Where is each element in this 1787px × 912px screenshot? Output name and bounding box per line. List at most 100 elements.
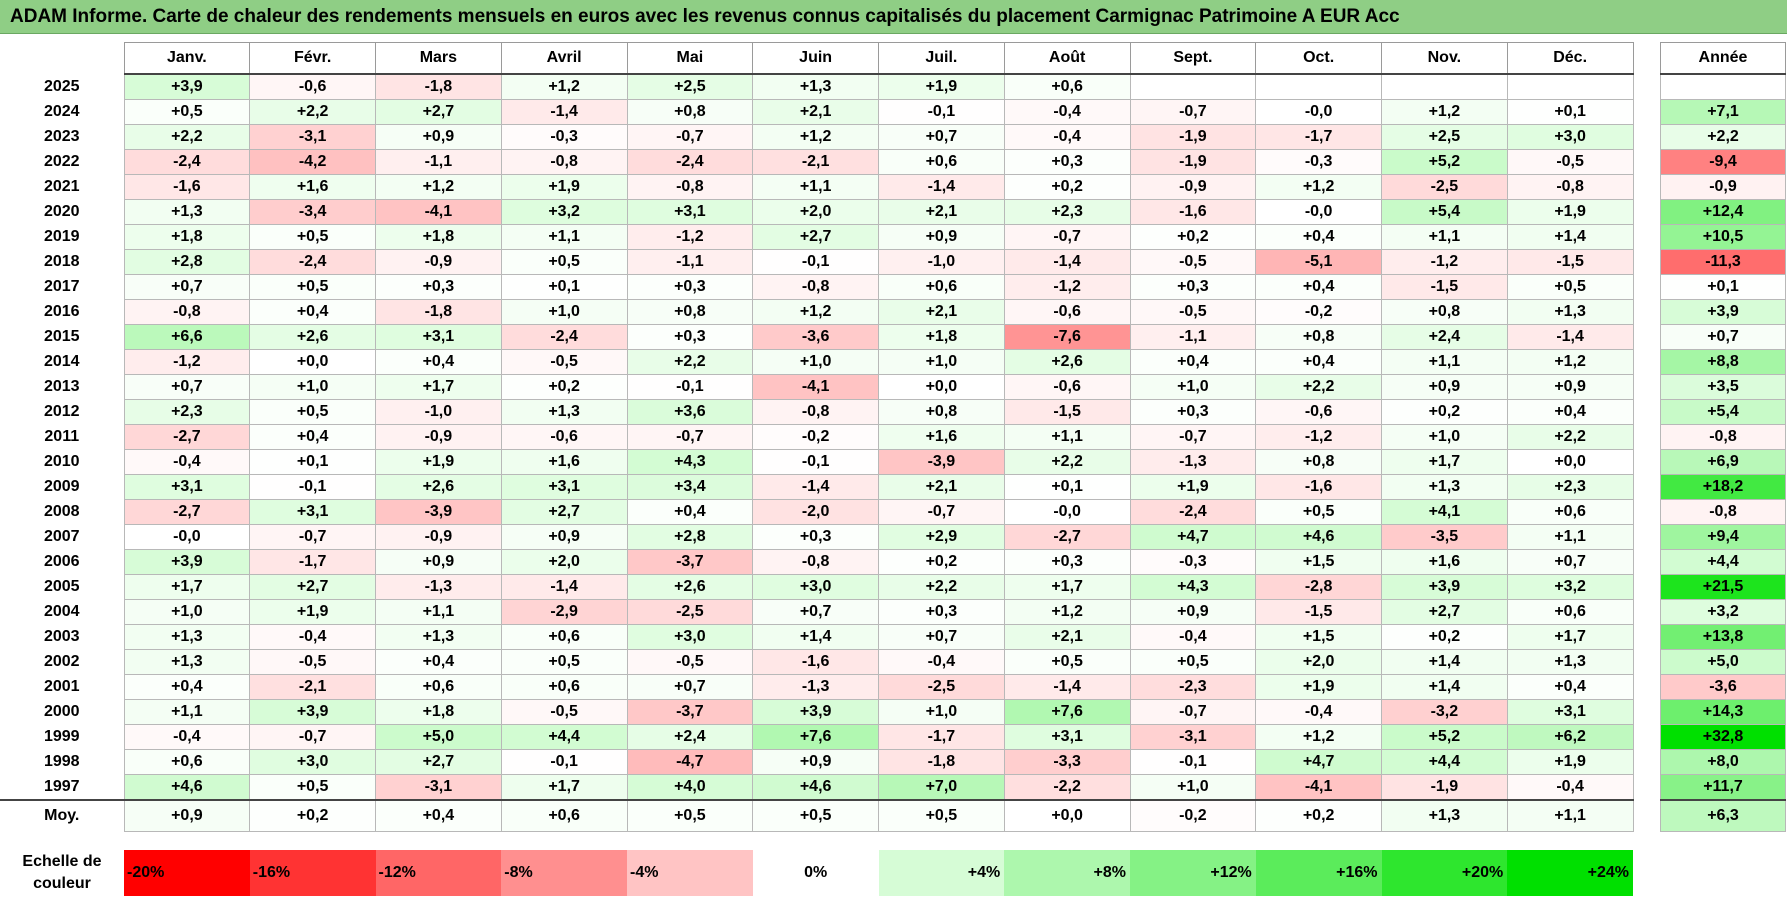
heatmap-cell: +0,3: [375, 274, 502, 300]
heatmap-cell: +2,6: [249, 324, 376, 350]
heatmap-cell: +3,6: [626, 399, 754, 425]
heatmap-cell: -5,1: [1255, 249, 1382, 275]
heatmap-cell: +1,3: [123, 199, 251, 225]
heatmap-cell: +2,0: [500, 549, 628, 575]
year-label: 2011: [0, 424, 124, 450]
heatmap-cell: -0,1: [752, 449, 879, 475]
heatmap-cell: +1,2: [1255, 174, 1382, 200]
heatmap-cell: +3,9: [123, 73, 251, 100]
average-cell: +0,5: [752, 799, 879, 832]
heatmap-cell: +2,7: [375, 749, 502, 775]
annual-cell: +2,2: [1660, 124, 1786, 150]
heatmap-cell: -4,7: [626, 749, 754, 775]
heatmap-cell: +2,9: [878, 524, 1005, 550]
heatmap-cell: +0,5: [1255, 499, 1382, 525]
color-scale-swatch: +8%: [1004, 850, 1130, 896]
heatmap-cell: +1,9: [1255, 674, 1382, 700]
heatmap-cell: +3,1: [375, 324, 502, 350]
heatmap-cell: +0,5: [500, 649, 628, 675]
heatmap-cell: +0,4: [375, 649, 502, 675]
annual-cell: +12,4: [1660, 199, 1786, 225]
color-scale-swatch: +16%: [1255, 850, 1382, 896]
heatmap-cell: +2,5: [1381, 124, 1508, 150]
heatmap-cell: -0,4: [123, 449, 251, 475]
year-label: 2022: [0, 149, 124, 175]
heatmap-cell: +0,4: [1255, 274, 1382, 300]
annual-cell: +6,9: [1660, 449, 1786, 475]
annual-cell: [1660, 73, 1786, 100]
annual-cell: -3,6: [1660, 674, 1786, 700]
corner-cell: [0, 42, 124, 74]
heatmap-cell: +2,4: [1381, 324, 1508, 350]
annual-row: -0,8: [1660, 424, 1786, 450]
heatmap-cell: -1,6: [752, 649, 879, 675]
heatmap-cell: -1,7: [1255, 124, 1382, 150]
color-scale-label-line1: Echelle de: [22, 853, 102, 870]
color-scale-swatch: 0%: [752, 850, 879, 896]
heatmap-cell: +3,0: [626, 624, 754, 650]
heatmap-cell: +0,7: [1506, 549, 1634, 575]
heatmap-cell: +2,6: [375, 474, 502, 500]
heatmap-cell: +1,6: [500, 449, 628, 475]
heatmap-cell: -0,3: [1129, 549, 1257, 575]
average-cell: -0,2: [1129, 799, 1257, 832]
heatmap-cell: +0,3: [1003, 149, 1131, 175]
heatmap-cell: -1,1: [1129, 324, 1257, 350]
heatmap-cell: +0,4: [123, 674, 251, 700]
year-row: 1998 +0,6 +3,0 +2,7 -0,1 -4,7 +0,9 -1,8 -3,3 -0,1…: [0, 749, 1634, 775]
annual-cell: +10,5: [1660, 224, 1786, 250]
heatmap-cell: +4,6: [752, 774, 879, 801]
year-label: 2020: [0, 199, 124, 225]
year-label: 1998: [0, 749, 124, 775]
annual-row: +6,9: [1660, 449, 1786, 475]
heatmap-cell: +0,8: [1255, 449, 1382, 475]
heatmap-cell: -1,4: [500, 574, 628, 600]
heatmap-cell: -0,4: [1255, 699, 1382, 725]
heatmap-cell: +4,6: [1255, 524, 1382, 550]
heatmap-cell: +0,6: [500, 674, 628, 700]
heatmap-cell: +1,9: [500, 174, 628, 200]
year-label: 2014: [0, 349, 124, 375]
heatmap-cell: -0,0: [123, 524, 251, 550]
heatmap-cell: -0,5: [1506, 149, 1634, 175]
heatmap-cell: +0,5: [1003, 649, 1131, 675]
annual-row: +12,4: [1660, 199, 1786, 225]
heatmap-cell: -1,3: [1129, 449, 1257, 475]
heatmap-cell: -3,1: [375, 774, 502, 801]
heatmap-cell: +0,4: [1506, 674, 1634, 700]
heatmap-cell: +1,3: [500, 399, 628, 425]
heatmap-cell: +1,9: [1129, 474, 1257, 500]
heatmap-cell: [1381, 73, 1508, 100]
annual-cell: +11,7: [1660, 774, 1786, 801]
year-row: 2016 -0,8 +0,4 -1,8 +1,0 +0,8 +1,2 +2,1 -0,6 -0,5…: [0, 299, 1634, 325]
heatmap-cell: +7,6: [752, 724, 879, 750]
year-row: 2011 -2,7 +0,4 -0,9 -0,6 -0,7 -0,2 +1,6 +1,1 -0,7…: [0, 424, 1634, 450]
annual-cell: -9,4: [1660, 149, 1786, 175]
year-label: 2017: [0, 274, 124, 300]
heatmap-cell: -0,2: [752, 424, 879, 450]
heatmap-cell: -1,7: [878, 724, 1005, 750]
heatmap-cell: +1,8: [375, 224, 502, 250]
heatmap-cell: -1,6: [1255, 474, 1382, 500]
annual-row: +3,9: [1660, 299, 1786, 325]
heatmap-cell: +3,1: [1003, 724, 1131, 750]
annual-cell: +32,8: [1660, 724, 1786, 750]
heatmap-cell: +3,0: [752, 574, 879, 600]
heatmap-cell: +1,0: [752, 349, 879, 375]
year-row: 1999 -0,4 -0,7 +5,0 +4,4 +2,4 +7,6 -1,7 +3,1 -3,1…: [0, 724, 1634, 750]
heatmap-cell: -1,6: [1129, 199, 1257, 225]
heatmap-cell: +1,7: [500, 774, 628, 801]
heatmap-cell: +0,3: [1003, 549, 1131, 575]
heatmap-cell: -0,8: [752, 399, 879, 425]
heatmap-cell: +1,9: [375, 449, 502, 475]
year-row: 2019 +1,8 +0,5 +1,8 +1,1 -1,2 +2,7 +0,9 -0,7 +0,2…: [0, 224, 1634, 250]
heatmap-cell: +0,1: [500, 274, 628, 300]
heatmap-cell: +1,2: [375, 174, 502, 200]
heatmap-cell: +7,6: [1003, 699, 1131, 725]
heatmap-cell: -1,0: [375, 399, 502, 425]
heatmap-cell: +0,9: [1381, 374, 1508, 400]
average-cell: +0,6: [500, 799, 628, 832]
heatmap-cell: +2,8: [626, 524, 754, 550]
heatmap-cell: -2,3: [1129, 674, 1257, 700]
annual-cell: -11,3: [1660, 249, 1786, 275]
